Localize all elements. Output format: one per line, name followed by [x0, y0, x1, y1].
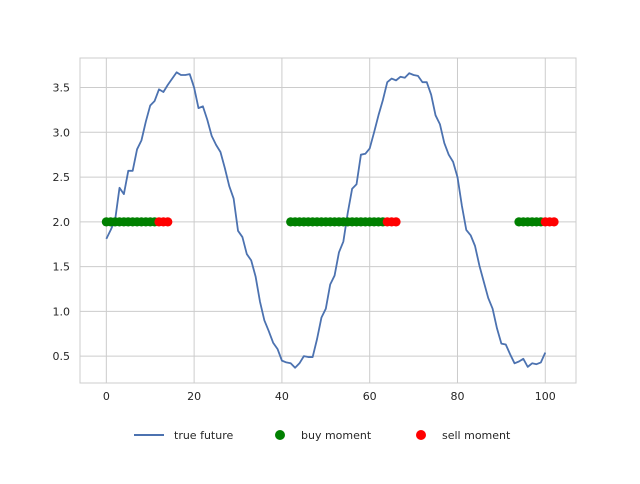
legend-green-dot: [275, 430, 285, 440]
legend-label-sell-moment: sell moment: [442, 428, 511, 442]
series-layer: [101, 71, 559, 369]
point-sell-moment: [391, 217, 401, 227]
y-tick-label: 3.0: [53, 126, 71, 139]
legend-red-dot: [416, 430, 426, 440]
x-tick-label: 20: [187, 390, 201, 403]
point-sell-moment: [549, 217, 559, 227]
legend-line-swatch: [134, 434, 164, 436]
x-tick-label: 40: [275, 390, 289, 403]
legend: true future buy moment sell moment: [0, 424, 640, 446]
y-tick-label: 3.5: [53, 82, 71, 95]
tick-labels: 0 20 40 60 80 100 0.5 1.0 1.5 2.0 2.5 3.0 3.5: [53, 82, 556, 403]
point-sell-moment: [163, 217, 173, 227]
series-line-true-future: [105, 71, 547, 369]
x-tick-label: 60: [363, 390, 377, 403]
y-tick-label: 0.5: [53, 350, 71, 363]
x-tick-label: 0: [103, 390, 110, 403]
y-tick-label: 2.5: [53, 171, 71, 184]
legend-item-true-future: true future: [134, 424, 233, 446]
x-tick-label: 80: [450, 390, 464, 403]
y-tick-label: 1.5: [53, 261, 71, 274]
x-tick-label: 100: [535, 390, 556, 403]
plot-frame: [79, 57, 577, 384]
legend-item-sell-moment: sell moment: [416, 424, 510, 446]
y-tick-label: 1.0: [53, 305, 71, 318]
legend-item-buy-moment: buy moment: [275, 424, 371, 446]
y-tick-label: 2.0: [53, 216, 71, 229]
legend-label-buy-moment: buy moment: [301, 428, 372, 442]
legend-label-true-future: true future: [174, 428, 234, 442]
